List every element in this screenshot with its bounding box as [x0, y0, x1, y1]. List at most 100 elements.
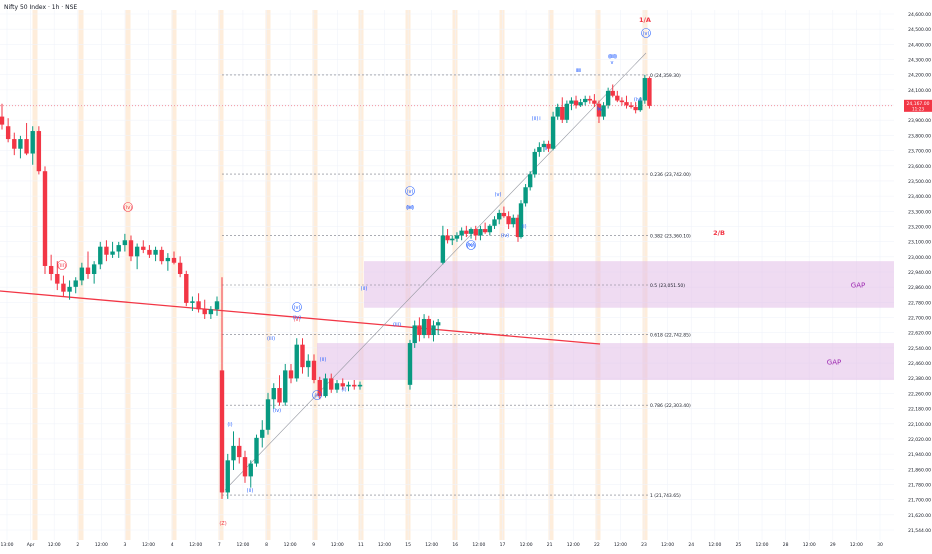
candle-body[interactable]	[12, 139, 17, 149]
candle-body[interactable]	[104, 246, 109, 255]
candle-body[interactable]	[610, 90, 615, 96]
candle-body[interactable]	[202, 309, 207, 315]
candle-body[interactable]	[564, 103, 570, 120]
candle-body[interactable]	[459, 230, 464, 236]
candle-body[interactable]	[440, 235, 446, 263]
candle-body[interactable]	[501, 212, 507, 217]
candle-body[interactable]	[431, 325, 436, 336]
candle-body[interactable]	[265, 399, 271, 430]
candle-body[interactable]	[555, 106, 560, 117]
candle-body[interactable]	[417, 325, 422, 336]
candle-body[interactable]	[177, 262, 183, 274]
candle-body[interactable]	[73, 280, 78, 287]
candle-body[interactable]	[323, 378, 328, 397]
candle-body[interactable]	[214, 301, 220, 310]
candle-body[interactable]	[615, 95, 620, 101]
candle-body[interactable]	[153, 249, 158, 255]
candle-body[interactable]	[412, 325, 417, 344]
candle-body[interactable]	[541, 143, 547, 148]
candle-body[interactable]	[36, 131, 42, 172]
candle-body[interactable]	[492, 219, 497, 226]
candle-body[interactable]	[277, 388, 282, 403]
candle-body[interactable]	[271, 388, 276, 400]
candle-body[interactable]	[515, 217, 521, 238]
candle-body[interactable]	[583, 98, 588, 103]
candle-body[interactable]	[231, 445, 236, 461]
candle-body[interactable]	[42, 171, 48, 266]
candle-body[interactable]	[426, 318, 431, 336]
candle-body[interactable]	[122, 240, 128, 246]
candle-body[interactable]	[445, 235, 450, 241]
candle-body[interactable]	[0, 116, 5, 125]
candle-body[interactable]	[550, 116, 556, 149]
candle-body[interactable]	[454, 235, 460, 239]
candle-body[interactable]	[592, 100, 597, 104]
candle-body[interactable]	[79, 267, 85, 281]
candle-body[interactable]	[196, 301, 201, 310]
candle-body[interactable]	[560, 106, 565, 120]
candle-body[interactable]	[450, 238, 455, 241]
red-trendline[interactable]	[0, 290, 601, 345]
candle-body[interactable]	[208, 309, 214, 315]
candle-body[interactable]	[546, 143, 551, 149]
candle-body[interactable]	[628, 105, 634, 107]
candle-body[interactable]	[464, 230, 469, 234]
candle-body[interactable]	[357, 384, 363, 387]
candle-body[interactable]	[91, 264, 97, 274]
candle-body[interactable]	[85, 267, 91, 274]
candle-body[interactable]	[346, 384, 351, 387]
candle-body[interactable]	[638, 100, 643, 111]
candle-body[interactable]	[532, 151, 537, 175]
candle-body[interactable]	[633, 106, 638, 111]
candle-body[interactable]	[352, 384, 357, 387]
candle-body[interactable]	[184, 274, 189, 303]
candle-body[interactable]	[317, 380, 322, 397]
candle-body[interactable]	[487, 225, 493, 233]
candle-body[interactable]	[624, 102, 629, 106]
candle-body[interactable]	[190, 301, 195, 303]
candle-body[interactable]	[254, 437, 259, 464]
candle-body[interactable]	[587, 98, 592, 101]
candle-body[interactable]	[248, 463, 253, 477]
candle-body[interactable]	[134, 246, 140, 257]
candle-body[interactable]	[237, 445, 242, 458]
candle-body[interactable]	[147, 249, 152, 255]
candle-body[interactable]	[473, 229, 478, 236]
candle-body[interactable]	[30, 131, 35, 154]
candle-body[interactable]	[98, 246, 103, 265]
candle-body[interactable]	[116, 245, 121, 252]
candle-body[interactable]	[642, 78, 648, 101]
candle-body[interactable]	[421, 318, 427, 336]
candle-body[interactable]	[311, 360, 317, 381]
candle-body[interactable]	[340, 383, 345, 387]
candle-body[interactable]	[5, 126, 11, 140]
candle-body[interactable]	[67, 286, 72, 292]
candle-body[interactable]	[482, 229, 488, 233]
candle-body[interactable]	[225, 460, 230, 493]
candle-body[interactable]	[478, 229, 483, 236]
candle-body[interactable]	[110, 251, 115, 255]
candle-body[interactable]	[537, 147, 542, 152]
candle-body[interactable]	[300, 344, 305, 368]
candle-body[interactable]	[18, 139, 23, 149]
candle-body[interactable]	[329, 378, 334, 390]
candle-body[interactable]	[573, 100, 579, 106]
candle-body[interactable]	[48, 265, 54, 274]
candle-body[interactable]	[24, 139, 29, 154]
candle-body[interactable]	[596, 103, 602, 117]
candle-body[interactable]	[578, 102, 583, 106]
candle-body[interactable]	[165, 257, 171, 262]
candle-body[interactable]	[294, 344, 299, 379]
candle-body[interactable]	[283, 370, 288, 403]
candle-body[interactable]	[619, 100, 625, 103]
candle-body[interactable]	[601, 105, 606, 117]
candle-body[interactable]	[506, 216, 511, 225]
candle-body[interactable]	[61, 283, 66, 292]
candle-body[interactable]	[569, 100, 574, 104]
candle-body[interactable]	[511, 217, 516, 225]
candle-body[interactable]	[605, 90, 611, 106]
candle-body[interactable]	[468, 229, 474, 234]
candle-body[interactable]	[260, 429, 265, 438]
candle-body[interactable]	[334, 383, 340, 390]
